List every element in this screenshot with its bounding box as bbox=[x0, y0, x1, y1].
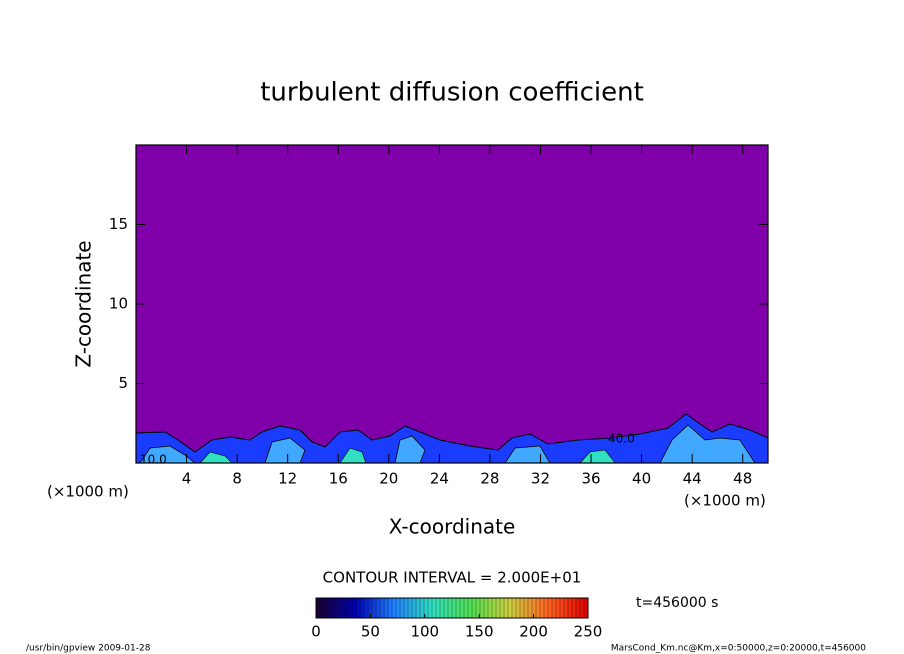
colorbar-tick-label: 100 bbox=[410, 623, 439, 641]
contour-label: 10.0 bbox=[140, 453, 167, 467]
x-tick-label: 8 bbox=[232, 470, 242, 488]
x-tick-label: 16 bbox=[329, 470, 348, 488]
x-tick-label: 32 bbox=[531, 470, 550, 488]
colorbar-tick-label: 50 bbox=[361, 623, 380, 641]
y-tick-label: 10 bbox=[109, 295, 128, 313]
y-tick-label: 15 bbox=[109, 215, 128, 233]
colorbar-tick-label: 200 bbox=[519, 623, 548, 641]
y-tick-label: 5 bbox=[118, 374, 128, 392]
contour-label: 40.0 bbox=[608, 432, 635, 446]
x-tick-label: 44 bbox=[683, 470, 702, 488]
x-unit: (×1000 m) bbox=[684, 492, 766, 510]
x-tick-label: 40 bbox=[632, 470, 651, 488]
colorbar-tick-label: 150 bbox=[465, 623, 494, 641]
field bbox=[136, 145, 768, 463]
mid-region bbox=[139, 424, 756, 464]
x-tick-label: 12 bbox=[278, 470, 297, 488]
x-tick-label: 24 bbox=[430, 470, 449, 488]
x-tick-label: 28 bbox=[480, 470, 499, 488]
y-unit: (×1000 m) bbox=[47, 483, 129, 501]
x-tick-label: 48 bbox=[733, 470, 752, 488]
x-tick-label: 20 bbox=[379, 470, 398, 488]
colorbar-tick-label: 0 bbox=[311, 623, 321, 641]
x-axis-label: X-coordinate bbox=[389, 515, 516, 539]
time-label: t=456000 s bbox=[636, 595, 718, 611]
footer-left: /usr/bin/gpview 2009-01-28 bbox=[26, 644, 151, 654]
x-tick-label: 4 bbox=[182, 470, 192, 488]
chart-title: turbulent diffusion coefficient bbox=[260, 78, 644, 108]
footer-right: MarsCond_Km.nc@Km,x=0:50000,z=0:20000,t=… bbox=[611, 644, 866, 654]
colorbar-tick-label: 250 bbox=[574, 623, 603, 641]
contour-interval: CONTOUR INTERVAL = 2.000E+01 bbox=[323, 569, 582, 587]
y-axis-label: Z-coordinate bbox=[72, 240, 96, 367]
x-tick-label: 36 bbox=[581, 470, 600, 488]
